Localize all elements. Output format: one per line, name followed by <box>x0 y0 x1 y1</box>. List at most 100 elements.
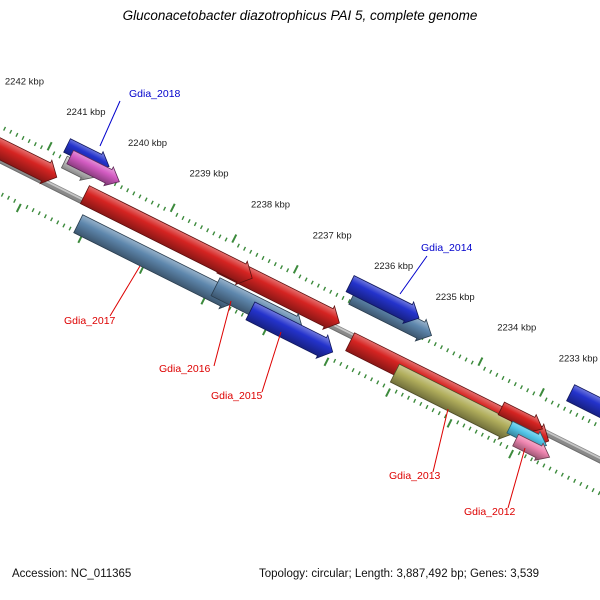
major-tick-mark <box>539 387 545 397</box>
minor-tick-mark <box>526 388 530 393</box>
major-tick-mark <box>446 418 453 428</box>
minor-tick-mark <box>499 441 503 447</box>
minor-tick-mark <box>357 371 361 376</box>
page-title: Gluconacetobacter diazotrophicus PAI 5, … <box>122 8 478 23</box>
minor-tick-mark <box>13 198 17 203</box>
minor-tick-mark <box>433 342 437 347</box>
minor-tick-mark <box>323 286 327 291</box>
gene-label-Gdia_2017[interactable]: Gdia_2017 <box>64 315 116 327</box>
minor-tick-mark <box>431 407 435 413</box>
gene-arrow-blue-2015[interactable] <box>245 299 339 363</box>
minor-tick-mark <box>446 348 450 353</box>
gene-arrow-red-b1[interactable] <box>79 183 258 290</box>
minor-tick-mark <box>413 398 417 403</box>
minor-tick-mark <box>544 397 548 402</box>
minor-tick-mark <box>218 234 222 239</box>
minor-tick-mark <box>236 243 240 248</box>
gene-arrow-blue-2014[interactable] <box>345 273 425 329</box>
minor-tick-mark <box>474 429 478 434</box>
minor-tick-mark <box>585 484 589 490</box>
minor-tick-mark <box>228 306 232 311</box>
minor-tick-mark <box>406 395 411 400</box>
status-bar: Accession: NC_011365 Topology: circular;… <box>0 566 600 600</box>
minor-tick-mark <box>587 418 591 424</box>
accession-text: Accession: NC_011365 <box>12 568 132 580</box>
minor-tick-mark <box>335 292 339 297</box>
minor-tick-mark <box>181 215 185 221</box>
minor-tick-mark <box>212 231 216 236</box>
minor-tick-mark <box>517 451 521 456</box>
minor-tick-mark <box>456 420 460 425</box>
gene-label-Gdia_2015[interactable]: Gdia_2015 <box>211 390 263 402</box>
minor-tick-mark <box>138 194 142 199</box>
minor-tick-mark <box>132 191 136 196</box>
minor-tick-mark <box>507 378 511 384</box>
minor-tick-mark <box>52 151 56 156</box>
minor-tick-mark <box>542 463 546 468</box>
minor-tick-mark <box>581 415 585 421</box>
minor-tick-mark <box>234 309 238 314</box>
minor-tick-mark <box>483 366 487 371</box>
minor-tick-mark <box>39 145 44 150</box>
minor-tick-mark <box>495 372 499 377</box>
minor-tick-mark <box>175 212 179 217</box>
minor-tick-mark <box>126 188 130 193</box>
topology-text: Topology: circular; Length: 3,887,492 bp… <box>259 568 540 580</box>
minor-tick-mark <box>163 206 167 211</box>
leader-line-Gdia_2013 <box>432 408 449 473</box>
minor-tick-mark <box>554 469 558 474</box>
minor-tick-mark <box>144 197 148 202</box>
minor-tick-mark <box>560 472 564 477</box>
minor-tick-mark <box>566 475 570 480</box>
gene-label-Gdia_2014[interactable]: Gdia_2014 <box>421 242 473 254</box>
minor-tick-mark <box>316 283 320 288</box>
major-tick-mark <box>323 357 330 367</box>
gene-arrow-red-2012[interactable] <box>497 399 547 437</box>
minor-tick-mark <box>376 380 380 385</box>
minor-tick-mark <box>597 491 600 496</box>
minor-tick-mark <box>249 249 253 254</box>
minor-tick-mark <box>556 403 560 408</box>
minor-tick-mark <box>0 192 4 197</box>
leader-line-Gdia_2015 <box>261 331 282 393</box>
minor-tick-mark <box>240 312 244 317</box>
minor-tick-mark <box>523 454 527 459</box>
minor-tick-mark <box>501 375 505 381</box>
minor-tick-mark <box>550 400 554 405</box>
minor-tick-mark <box>382 383 386 388</box>
minor-tick-mark <box>333 358 337 363</box>
gene-label-Gdia_2012[interactable]: Gdia_2012 <box>464 506 516 518</box>
major-tick-mark <box>385 388 391 398</box>
minor-tick-mark <box>569 409 573 414</box>
major-tick-mark <box>508 449 514 459</box>
tick-label: 2233 kbp <box>559 353 598 364</box>
gene-label-Gdia_2016[interactable]: Gdia_2016 <box>159 363 211 375</box>
gene-arrow-red-a[interactable] <box>0 116 63 188</box>
minor-tick-mark <box>519 385 523 390</box>
tick-label: 2241 kbp <box>66 107 105 118</box>
gene-arrow-magenta-2018[interactable] <box>65 148 124 191</box>
minor-tick-mark <box>9 129 13 134</box>
minor-tick-mark <box>267 258 271 264</box>
minor-tick-mark <box>400 392 404 397</box>
gene-label-Gdia_2018[interactable]: Gdia_2018 <box>129 88 181 100</box>
gene-arrow-blue-edge[interactable] <box>565 382 600 437</box>
gene-arrow-pink-2012[interactable] <box>511 432 553 466</box>
gene-label-Gdia_2013[interactable]: Gdia_2013 <box>389 470 441 482</box>
leader-line-Gdia_2012 <box>507 447 526 509</box>
minor-tick-mark <box>113 182 117 187</box>
minor-tick-mark <box>298 274 302 279</box>
minor-tick-mark <box>439 345 443 350</box>
leader-line-Gdia_2014 <box>399 255 428 295</box>
minor-tick-mark <box>530 457 534 462</box>
minor-tick-mark <box>458 354 462 359</box>
minor-tick-mark <box>224 237 228 242</box>
minor-tick-mark <box>536 460 540 465</box>
tick-label: 2238 kbp <box>251 200 290 211</box>
minor-tick-mark <box>532 391 536 396</box>
minor-tick-mark <box>43 214 47 219</box>
gene-arrow-olive-2013[interactable] <box>389 361 520 444</box>
major-tick-mark <box>477 357 484 367</box>
